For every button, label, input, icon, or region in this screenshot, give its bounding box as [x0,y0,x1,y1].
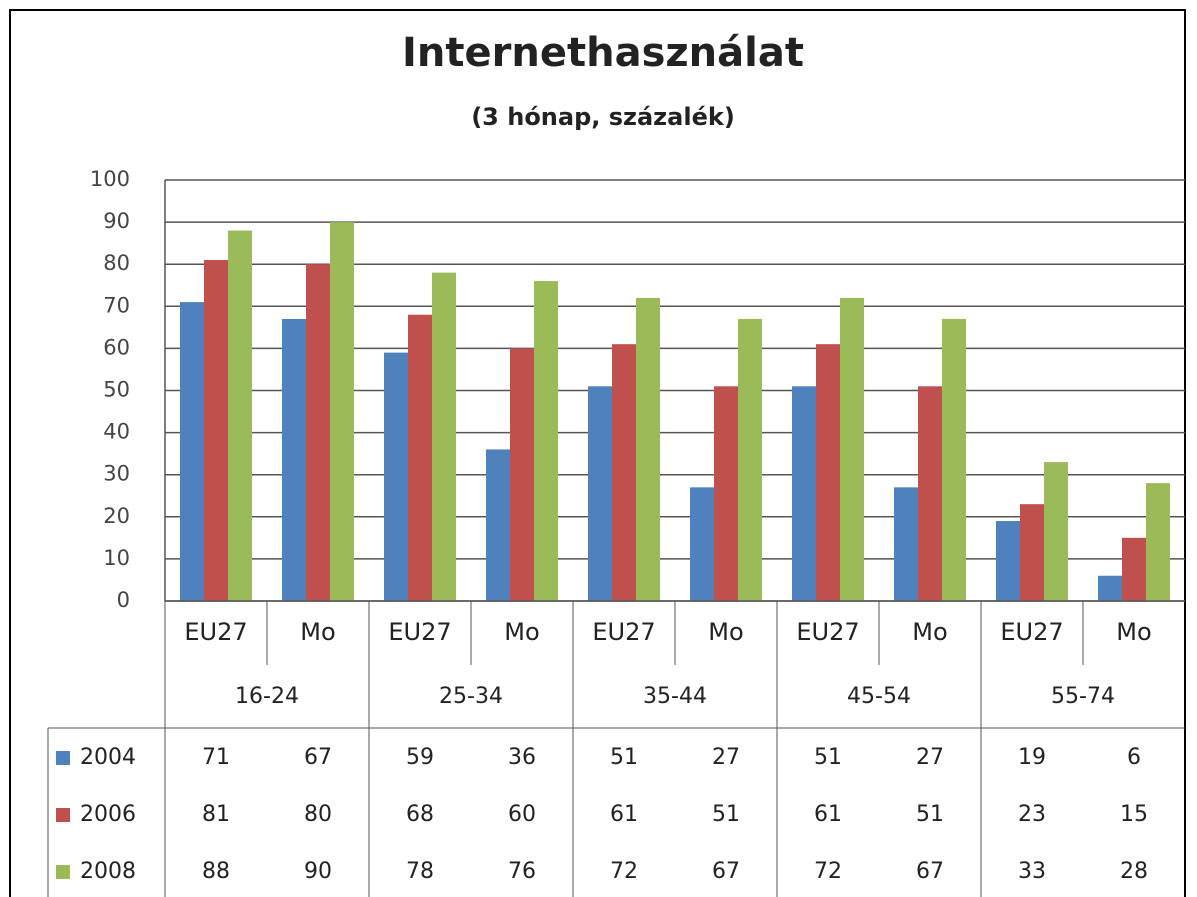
x-tick-label: Mo [912,618,947,646]
table-cell: 33 [1018,859,1046,884]
bar [840,297,864,601]
table-cell: 51 [712,802,740,827]
table-cell: 81 [202,802,230,827]
table-cell: 27 [712,745,740,770]
table-cell: 61 [610,802,638,827]
bar [918,386,942,601]
bar [942,318,966,601]
table-cell: 51 [916,802,944,827]
table-cell: 72 [610,859,638,884]
y-tick-label: 30 [103,462,130,486]
y-tick-label: 80 [103,251,130,275]
y-tick-label: 10 [103,546,130,570]
table-cell: 72 [814,859,842,884]
bar [816,344,840,601]
y-tick-label: 100 [90,167,130,191]
table-cell: 28 [1120,859,1148,884]
y-tick-label: 0 [117,588,130,612]
table-cell: 80 [304,802,332,827]
bar [996,521,1020,601]
table-cell: 76 [508,859,536,884]
chart-title: Internethasználat [402,30,804,76]
x-tick-label: Mo [708,618,743,646]
legend-key [56,865,70,879]
bar [1098,575,1122,601]
y-tick-label: 20 [103,504,130,528]
bar [894,487,918,601]
legend-label: 2006 [80,802,136,827]
table-cell: 19 [1018,745,1046,770]
x-tick-label: EU27 [1000,618,1063,646]
table-cell: 15 [1120,802,1148,827]
bar [738,318,762,601]
x-tick-label: Mo [504,618,539,646]
chart-subtitle: (3 hónap, százalék) [471,103,735,131]
group-label: 45-54 [847,684,911,709]
bar [330,222,354,601]
table-cell: 68 [406,802,434,827]
bar [1020,504,1044,601]
legend-label: 2008 [80,859,136,884]
x-tick-label: EU27 [796,618,859,646]
table-cell: 23 [1018,802,1046,827]
bar [588,386,612,601]
legend-label: 2004 [80,745,136,770]
y-tick-label: 60 [103,335,130,359]
bar [1146,483,1170,601]
table-cell: 88 [202,859,230,884]
bar [228,230,252,601]
bar [204,259,228,601]
bar [432,272,456,601]
bar [180,302,204,601]
legend-key [56,751,70,765]
y-tick-label: 40 [103,420,130,444]
table-cell: 71 [202,745,230,770]
table-cell: 51 [814,745,842,770]
table-cell: 90 [304,859,332,884]
bar [612,344,636,601]
bar [1044,462,1068,601]
x-tick-label: EU27 [592,618,655,646]
x-tick-label: EU27 [184,618,247,646]
table-cell: 59 [406,745,434,770]
group-label: 16-24 [235,684,299,709]
table-cell: 51 [610,745,638,770]
x-tick-label: Mo [300,618,335,646]
table-cell: 36 [508,745,536,770]
group-label: 35-44 [643,684,707,709]
y-tick-label: 70 [103,293,130,317]
bar [282,318,306,601]
table-cell: 61 [814,802,842,827]
bar [510,348,534,601]
table-cell: 60 [508,802,536,827]
bar [636,297,660,601]
bar [792,386,816,601]
x-tick-label: Mo [1116,618,1151,646]
bar [486,449,510,601]
bar [1122,537,1146,601]
frame [9,9,1186,897]
y-tick-label: 50 [103,378,130,402]
group-label: 55-74 [1051,684,1115,709]
legend-key [56,808,70,822]
table-cell: 78 [406,859,434,884]
table-cell: 67 [916,859,944,884]
bar [534,281,558,601]
table-cell: 27 [916,745,944,770]
y-tick-label: 90 [103,209,130,233]
table-cell: 67 [304,745,332,770]
x-tick-label: EU27 [388,618,451,646]
bar [690,487,714,601]
table-cell: 6 [1127,745,1141,770]
bar [714,386,738,601]
bar [306,264,330,601]
bar [408,314,432,601]
table-cell: 67 [712,859,740,884]
group-label: 25-34 [439,684,503,709]
bar [384,352,408,601]
